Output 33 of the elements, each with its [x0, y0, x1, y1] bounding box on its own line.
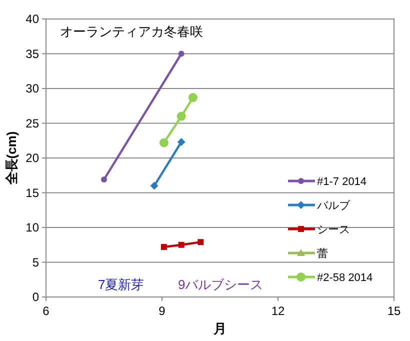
- legend-label: シース: [317, 224, 350, 236]
- y-tick-label: 5: [32, 255, 40, 270]
- legend-label: #2-58 2014: [317, 272, 373, 284]
- x-tick-label: 15: [387, 304, 401, 318]
- x-tick-label: 6: [42, 304, 50, 318]
- point: [177, 138, 186, 146]
- y-tick-label: 35: [26, 46, 40, 61]
- y-tick-label: 30: [26, 82, 40, 96]
- chart-title: オーランティアカ冬春咲: [60, 24, 203, 39]
- y-axis-title: 全長(cm): [4, 131, 19, 186]
- point: [178, 50, 184, 57]
- point: [150, 182, 158, 190]
- point: [178, 242, 184, 248]
- point: [160, 244, 167, 250]
- x-axis-title: 月: [212, 321, 226, 336]
- point: [198, 239, 204, 246]
- x-tick-label: 9: [158, 304, 166, 318]
- point: [188, 93, 198, 102]
- y-tick-label: 40: [26, 12, 40, 26]
- legend-label: 蕾: [317, 247, 328, 260]
- y-tick-label: 25: [26, 116, 40, 130]
- y-tick-label: 0: [32, 290, 40, 304]
- legend-label: #1-7 2014: [317, 176, 367, 188]
- point: [159, 138, 168, 148]
- legend-label: バルブ: [316, 199, 351, 212]
- point: [176, 112, 186, 121]
- y-tick-label: 20: [26, 151, 40, 165]
- annotation: 7夏新芽: [98, 277, 144, 292]
- point: [101, 176, 107, 183]
- annotation: 9バルブシース: [178, 277, 264, 292]
- x-tick-label: 12: [271, 304, 285, 318]
- y-tick-label: 15: [26, 186, 40, 200]
- y-tick-label: 10: [26, 220, 40, 234]
